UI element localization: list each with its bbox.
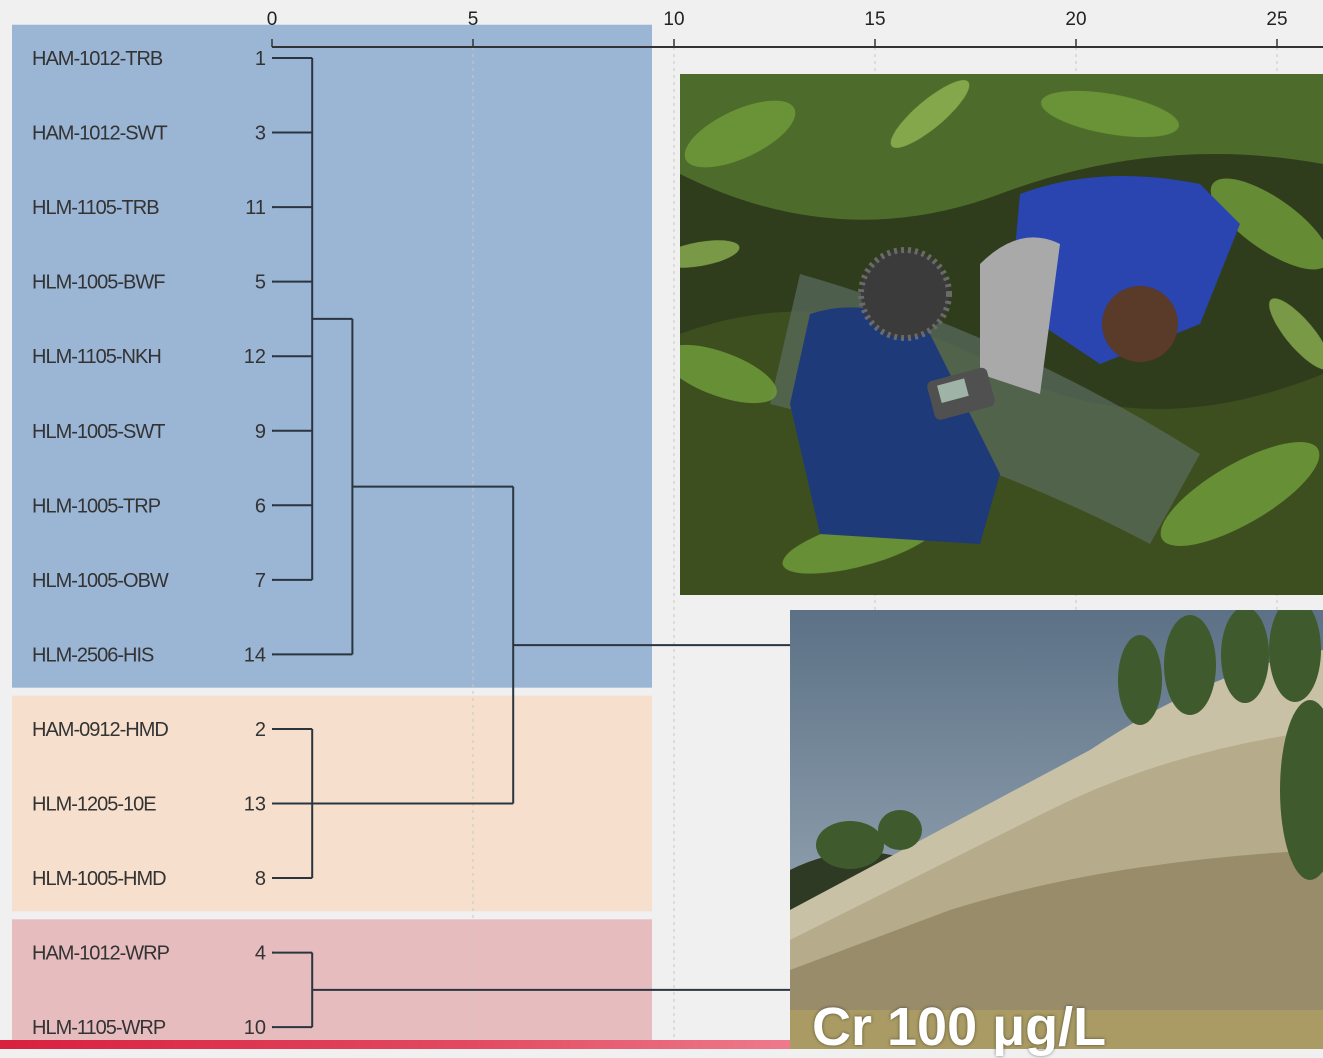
leaf-case-number: 12 <box>244 346 266 368</box>
leaf-case-number: 13 <box>244 794 266 816</box>
leaf-label: HLM-1005-BWF <box>32 272 165 294</box>
x-tick-label: 10 <box>663 9 684 30</box>
leaf-label: HAM-1012-WRP <box>32 943 170 965</box>
accent-bar <box>0 1040 790 1049</box>
leaf-label: HLM-1105-WRP <box>32 1017 166 1039</box>
x-tick-label: 20 <box>1065 9 1086 30</box>
leaf-case-number: 14 <box>244 644 266 666</box>
field-sampling-photo <box>680 74 1323 595</box>
leaf-label: HLM-1205-10E <box>32 794 156 816</box>
leaf-label: HAM-1012-SWT <box>32 123 167 145</box>
mine-dump-slope-photo <box>790 610 1323 1049</box>
leaf-case-number: 8 <box>255 868 266 890</box>
x-tick-label: 5 <box>468 9 479 30</box>
cr-concentration-caption: Cr 100 μg/L <box>812 997 1107 1057</box>
leaf-label: HLM-1005-TRP <box>32 495 161 517</box>
cluster-band-blue <box>12 24 652 688</box>
leaf-label: HLM-1105-NKH <box>32 346 161 368</box>
leaf-case-number: 7 <box>255 570 266 592</box>
x-tick-label: 0 <box>267 9 278 30</box>
leaf-case-number: 9 <box>255 421 266 443</box>
leaf-label: HLM-1005-SWT <box>32 421 165 443</box>
mine-dump-slope-photo-icon <box>790 610 1323 1049</box>
leaf-label: HAM-0912-HMD <box>32 719 168 741</box>
leaf-case-number: 10 <box>244 1017 266 1039</box>
leaf-label: HAM-1012-TRB <box>32 48 163 70</box>
leaf-label: HLM-2506-HIS <box>32 644 154 666</box>
cluster-band-red <box>12 919 652 1049</box>
field-sampling-photo-icon <box>680 74 1323 595</box>
leaf-label: HLM-1005-HMD <box>32 868 166 890</box>
x-tick-label: 15 <box>864 9 885 30</box>
leaf-case-number: 3 <box>255 123 266 145</box>
leaf-label: HLM-1105-TRB <box>32 197 159 219</box>
leaf-case-number: 2 <box>255 719 266 741</box>
leaf-case-number: 6 <box>255 495 266 517</box>
leaf-case-number: 4 <box>255 943 266 965</box>
leaf-case-number: 11 <box>245 197 266 219</box>
leaf-case-number: 5 <box>255 272 266 294</box>
leaf-label: HLM-1005-OBW <box>32 570 169 592</box>
x-tick-label: 25 <box>1266 9 1287 30</box>
leaf-case-number: 1 <box>255 48 266 70</box>
